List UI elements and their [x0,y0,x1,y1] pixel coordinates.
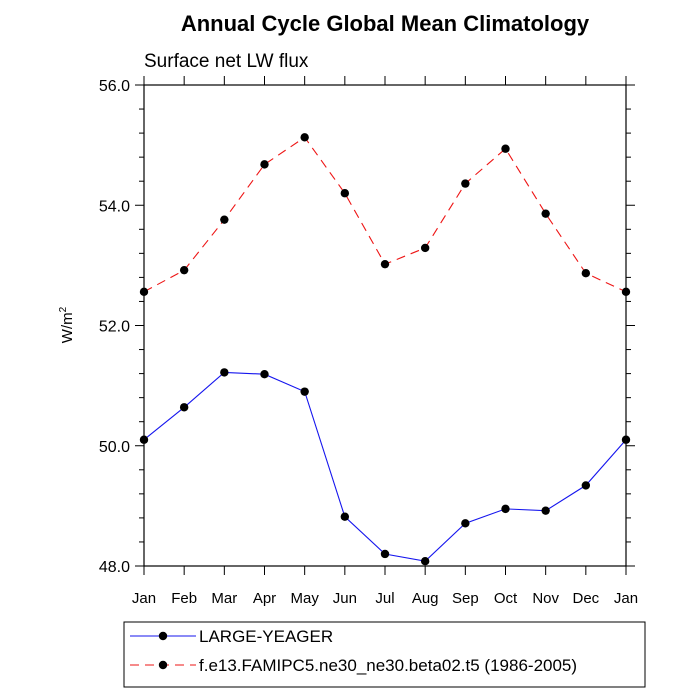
data-point-series-1 [260,370,269,379]
y-tick-label: 50.0 [99,439,130,456]
legend-label-2: f.e13.FAMIPC5.ne30_ne30.beta02.t5 (1986-… [199,656,577,675]
x-tick-label: Mar [211,590,237,607]
x-tick-label: Jul [375,590,394,607]
data-point-series-1 [581,481,591,490]
x-tick-label: Dec [572,590,599,607]
data-point-series-2 [260,160,269,169]
x-tick-label: Aug [412,590,439,607]
data-point-series-1 [541,506,550,515]
legend: LARGE-YEAGER f.e13.FAMIPC5.ne30_ne30.beta… [123,621,646,688]
data-point-series-2 [581,268,591,278]
chart-subtitle: Surface net LW flux [144,51,309,72]
legend-marker-1 [158,631,168,641]
x-tick-label: Jan [614,590,638,607]
data-point-series-2 [461,179,470,188]
x-tick-label: Oct [494,590,518,607]
y-axis-label: W/m2 [58,306,76,343]
data-point-series-2 [220,215,229,224]
x-tick-label: Apr [253,590,276,607]
y-tick-label: 56.0 [99,78,130,95]
y-tick-label: 48.0 [99,559,130,576]
x-tick-label: Nov [532,590,559,607]
y-tick-label: 52.0 [99,319,130,336]
data-point-series-1 [179,403,189,412]
series-line-2 [143,136,627,293]
plot-frame [143,84,627,567]
x-tick-label: May [290,590,319,607]
data-point-series-2 [179,265,189,275]
data-point-series-1 [220,368,229,377]
legend-marker-2 [158,660,168,670]
series-line-1 [143,371,627,562]
data-point-series-1 [461,519,470,528]
y-axis-label-superscript: 2 [58,306,69,312]
data-point-series-1 [420,556,430,566]
data-point-series-2 [501,144,510,153]
data-point-series-1 [340,512,350,521]
data-point-series-2 [380,259,390,269]
y-tick-label: 54.0 [99,198,130,215]
data-point-series-1 [300,387,309,396]
data-point-series-2 [340,189,350,198]
chart-title: Annual Cycle Global Mean Climatology [181,11,590,36]
x-tick-label: Sep [452,590,479,607]
data-point-series-2 [420,243,430,253]
data-point-series-2 [300,133,309,142]
x-tick-label: Jan [132,590,156,607]
legend-box [123,621,646,688]
data-point-series-2 [541,209,550,218]
x-tick-label: Jun [333,590,357,607]
data-point-series-1 [501,504,510,514]
svg-text:W/m2: W/m2 [58,306,76,343]
x-tick-label: Feb [171,590,197,607]
y-axis-label-text: W/m [59,312,76,343]
data-point-series-1 [380,549,390,559]
legend-label-1: LARGE-YEAGER [199,627,333,646]
